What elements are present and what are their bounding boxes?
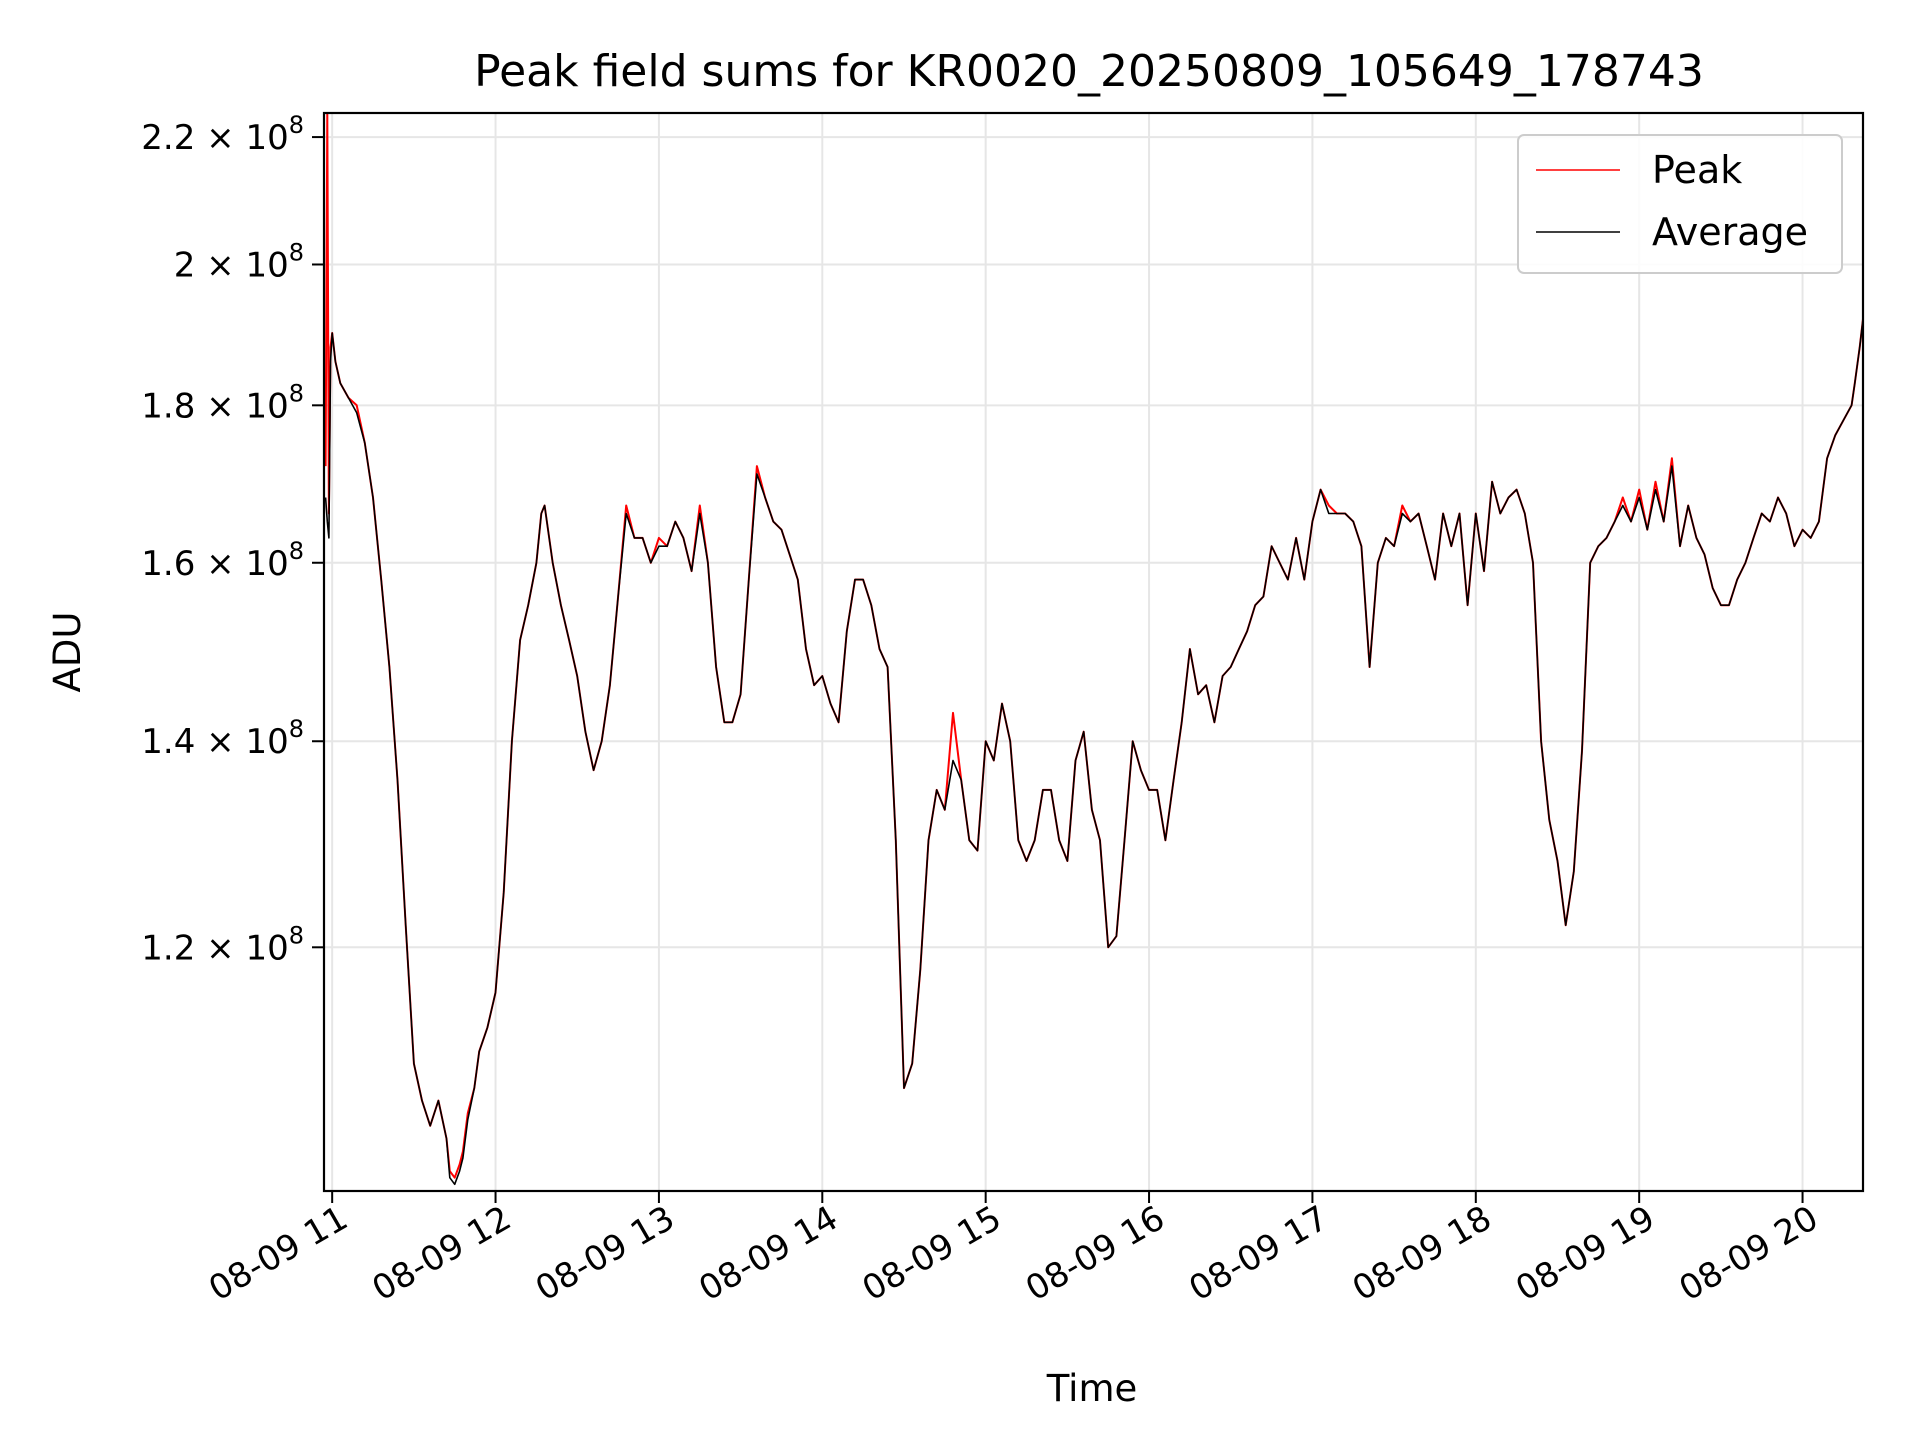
y-tick-base: 10 [245, 722, 288, 762]
y-tick-mantissa: 1.2 [141, 928, 195, 968]
y-tick-base: 10 [245, 118, 288, 158]
y-tick-label: 1.2 × 108 [141, 921, 304, 968]
y-tick-label: 1.4 × 108 [141, 715, 304, 762]
y-tick-label: 2 × 108 [174, 238, 304, 285]
y-tick-times: × [195, 928, 245, 968]
y-tick-label: 1.6 × 108 [141, 537, 304, 584]
y-tick-mantissa: 2 [174, 245, 196, 285]
legend: Peak Average [1517, 134, 1843, 274]
series-line-average [324, 319, 1863, 1186]
legend-label-peak: Peak [1652, 148, 1742, 192]
legend-label-average: Average [1652, 210, 1808, 254]
plot-frame [322, 111, 1865, 1193]
y-tick-exponent: 8 [289, 379, 304, 407]
y-tick-exponent: 8 [289, 715, 304, 743]
y-tick-label: 2.2 × 108 [141, 111, 304, 158]
y-tick-base: 10 [245, 928, 288, 968]
y-tick-exponent: 8 [289, 537, 304, 565]
y-tick-label: 1.8 × 108 [141, 379, 304, 426]
y-tick-times: × [195, 544, 245, 584]
y-tick-base: 10 [245, 245, 288, 285]
y-tick-mantissa: 1.6 [141, 544, 195, 584]
y-tick-mantissa: 1.4 [141, 722, 195, 762]
grid [324, 113, 1863, 1191]
y-tick-times: × [195, 722, 245, 762]
y-tick-base: 10 [245, 386, 288, 426]
y-tick-times: × [195, 245, 245, 285]
y-axis-label: ADU [46, 612, 89, 693]
series-layer [324, 113, 1863, 1186]
y-tick-mantissa: 1.8 [141, 386, 195, 426]
x-axis-label: Time [1046, 1367, 1138, 1410]
y-tick-exponent: 8 [289, 238, 304, 266]
y-tick-exponent: 8 [289, 111, 304, 139]
y-tick-base: 10 [245, 544, 288, 584]
y-tick-times: × [195, 118, 245, 158]
y-tick-mantissa: 2.2 [141, 118, 195, 158]
y-tick-times: × [195, 386, 245, 426]
chart-title: Peak field sums for KR0020_20250809_1056… [474, 46, 1704, 97]
y-tick-exponent: 8 [289, 921, 304, 949]
